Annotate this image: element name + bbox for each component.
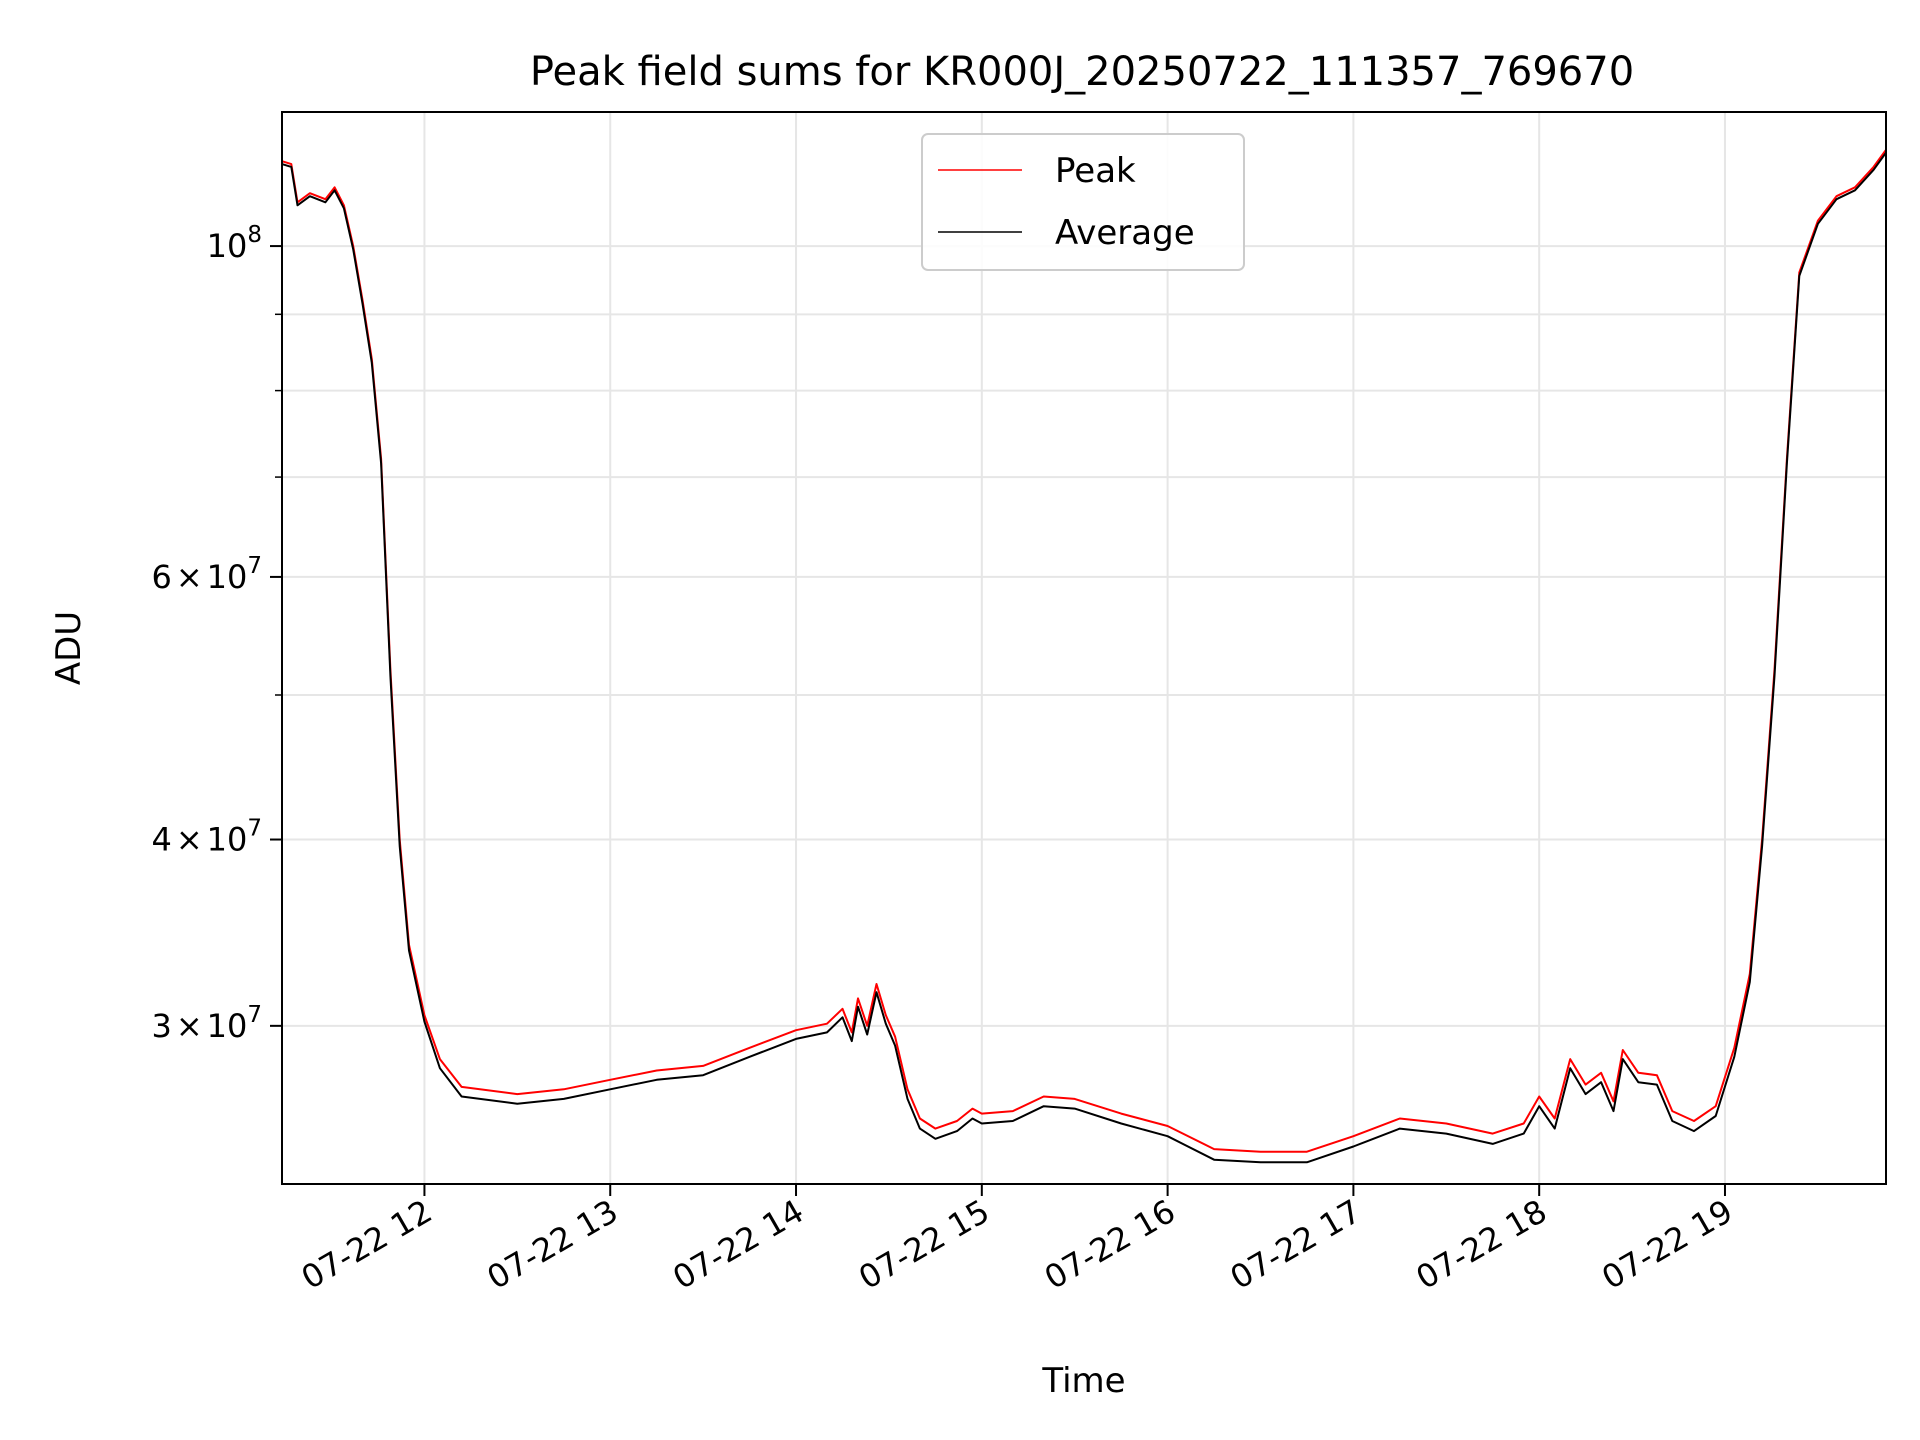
plot-frame <box>281 111 1887 1185</box>
legend-label-average: Average <box>1055 213 1195 253</box>
y-tick-label: 4 × 107 <box>151 816 262 859</box>
plot-area <box>282 112 1886 1184</box>
y-tick-label-exponent: 7 <box>247 816 262 842</box>
series-line-average <box>281 152 1887 1164</box>
y-tick-label-part: 6 <box>151 558 171 596</box>
grid <box>282 112 1886 1184</box>
y-tick-label-part: 4 <box>151 821 171 859</box>
y-tick-label-part: 10 <box>207 558 248 596</box>
y-tick-label-exponent: 7 <box>247 1002 262 1028</box>
y-tick-label-part: 10 <box>207 821 248 859</box>
y-axis-label: ADU <box>49 611 89 685</box>
y-tick-label-exponent: 7 <box>247 553 262 579</box>
y-tick-label-part: 10 <box>207 1007 248 1045</box>
series-lines <box>281 149 1887 1164</box>
x-axis-label: Time <box>1041 1361 1125 1401</box>
y-tick-label-part: × <box>176 558 203 596</box>
legend: Peak Average <box>921 133 1245 271</box>
y-tick-label: 108 <box>207 222 262 265</box>
legend-label-peak: Peak <box>1055 151 1136 191</box>
y-tick-label-exponent: 8 <box>247 222 262 248</box>
legend-box <box>921 133 1245 271</box>
y-tick-label: 3 × 107 <box>151 1002 262 1045</box>
y-tick-label-part: × <box>176 821 203 859</box>
y-tick-label: 6 × 107 <box>151 553 262 596</box>
y-tick-label-part: × <box>176 1007 203 1045</box>
y-tick-label-part: 10 <box>207 227 248 265</box>
y-tick-label-part: 3 <box>151 1007 171 1045</box>
chart-title: Peak field sums for KR000J_20250722_1113… <box>530 49 1634 95</box>
